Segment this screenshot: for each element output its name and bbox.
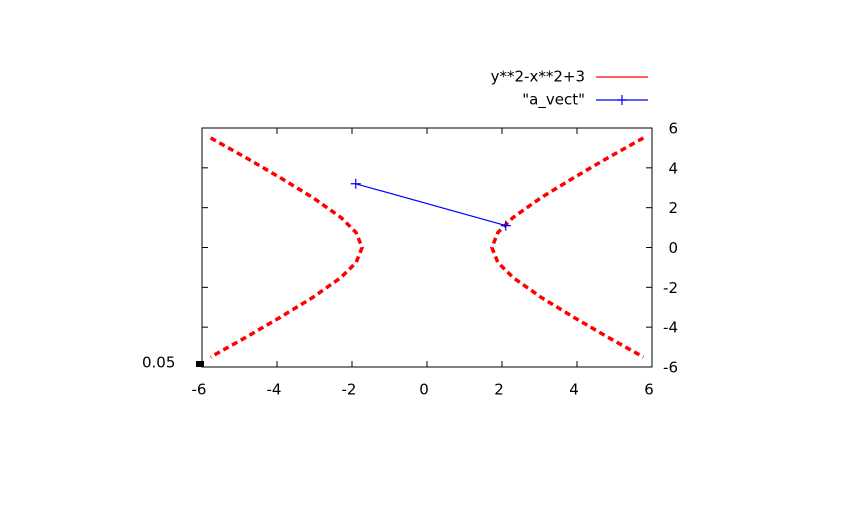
y-tick-label: 6: [668, 120, 678, 138]
x-tick-label: -4: [267, 381, 282, 399]
series-line: [209, 136, 645, 359]
x-tick-label: -2: [342, 381, 357, 399]
legend-label: "a_vect": [522, 91, 585, 110]
x-tick-label: 2: [494, 381, 504, 399]
y-tick-label: 2: [668, 199, 678, 217]
y-tick-label: 0: [668, 239, 678, 257]
point-marker: [500, 220, 511, 231]
x-tick-label: -6: [192, 381, 207, 399]
point-marker: [350, 178, 361, 189]
y-tick-label: -6: [663, 359, 678, 377]
y-tick-label: -2: [663, 279, 678, 297]
legend-marker: [617, 95, 627, 105]
y-tick-label: -4: [663, 319, 678, 337]
x-tick-label: 4: [569, 381, 579, 399]
plot-frame: [201, 127, 653, 368]
series-line: [355, 183, 506, 227]
legend-label: y**2-x**2+3: [491, 68, 585, 86]
y-tick-label: 4: [668, 159, 678, 177]
x-tick-label: 6: [644, 381, 654, 399]
z-tick-label: 0.05: [142, 354, 175, 372]
x-tick-label: 0: [419, 381, 429, 399]
corner-mark: [196, 361, 204, 367]
